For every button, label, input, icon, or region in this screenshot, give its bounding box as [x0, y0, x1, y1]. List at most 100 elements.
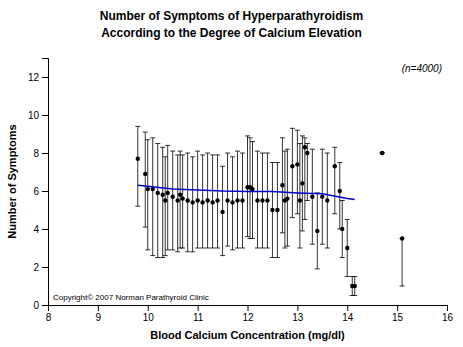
point — [400, 236, 404, 240]
point — [280, 183, 284, 187]
annotation: (n=4000) — [402, 63, 442, 74]
error-bar-cap — [135, 206, 140, 207]
error-bar-cap — [195, 151, 200, 152]
point — [220, 210, 224, 214]
error-bar-cap — [220, 166, 225, 167]
tick: 2 — [33, 262, 48, 273]
error-bar-cap — [143, 227, 148, 228]
error-bar-cap — [150, 255, 155, 256]
error-bar — [225, 153, 230, 246]
error-bar — [210, 155, 215, 248]
error-bar-cap — [340, 257, 345, 258]
tick-label: 10 — [143, 312, 155, 323]
point — [250, 187, 254, 191]
tick-label: 11 — [193, 312, 204, 323]
error-bar — [297, 144, 302, 249]
point — [178, 193, 182, 197]
tick: 13 — [292, 305, 304, 323]
error-bar-cap — [250, 238, 255, 239]
error-bar-cap — [215, 248, 220, 249]
error-bar-cap — [178, 151, 183, 152]
error-bar — [240, 153, 245, 248]
error-bar-cap — [280, 232, 285, 233]
tick-mark — [42, 305, 48, 306]
point — [303, 145, 307, 149]
error-bar — [230, 157, 235, 250]
error-bar-cap — [265, 248, 270, 249]
tick: 0 — [33, 300, 48, 311]
point — [136, 157, 140, 161]
tick: 12 — [242, 305, 254, 323]
tick-mark — [347, 305, 348, 311]
tick-label: 14 — [342, 312, 354, 323]
error-bar-cap — [270, 257, 275, 258]
point — [380, 151, 384, 155]
error-bar-stem — [180, 151, 181, 248]
point — [143, 172, 147, 176]
error-bar-cap — [205, 248, 210, 249]
error-bar-cap — [275, 162, 280, 163]
error-bar-cap — [310, 149, 315, 150]
point — [333, 164, 337, 168]
error-bar-cap — [225, 246, 230, 247]
error-bar — [302, 138, 307, 220]
error-bar — [215, 155, 220, 248]
error-bar — [315, 193, 320, 269]
error-bar-cap — [225, 153, 230, 154]
scatter-series — [135, 126, 404, 295]
point — [260, 198, 264, 202]
error-bar-cap — [175, 251, 180, 252]
error-bar-cap — [245, 135, 250, 136]
error-bar-cap — [240, 248, 245, 249]
error-bar-stem — [167, 145, 168, 250]
tick-label: 13 — [292, 312, 304, 323]
error-bar-cap — [180, 248, 185, 249]
error-bar-cap — [282, 248, 287, 249]
error-bar — [145, 140, 150, 250]
error-bar-cap — [185, 153, 190, 154]
error-bar-stem — [304, 138, 305, 220]
error-bar-cap — [175, 154, 180, 155]
point — [166, 191, 170, 195]
error-bar-cap — [290, 217, 295, 218]
tick-label: 15 — [392, 312, 404, 323]
tick: 4 — [33, 224, 48, 235]
error-bar-cap — [200, 154, 205, 155]
error-bar-cap — [145, 249, 150, 250]
error-bar-cap — [255, 248, 260, 249]
error-bar-cap — [310, 244, 315, 245]
error-bar-cap — [290, 128, 295, 129]
plot-area: 8910111213141516024681012Blood Calcium C… — [6, 59, 453, 342]
error-bar-cap — [143, 132, 148, 133]
error-bar-cap — [190, 251, 195, 252]
error-bar-cap — [285, 246, 290, 247]
error-bar-stem — [147, 140, 148, 250]
error-bar-cap — [295, 213, 300, 214]
tick-mark — [447, 305, 448, 311]
error-bar-cap — [300, 135, 305, 136]
axis-line — [42, 59, 49, 306]
error-bar — [150, 138, 155, 256]
error-bar-cap — [220, 255, 225, 256]
error-bar — [195, 151, 200, 248]
error-bar-cap — [302, 137, 307, 138]
error-bar-cap — [332, 147, 337, 148]
error-bar-cap — [180, 154, 185, 155]
error-bar-cap — [295, 130, 300, 131]
trend-line — [138, 185, 355, 199]
error-bar-cap — [215, 154, 220, 155]
error-bar — [310, 149, 315, 244]
tick-label: 2 — [33, 262, 39, 273]
error-bar-cap — [300, 230, 305, 231]
point — [270, 208, 274, 212]
y-axis-title: Number of Symptoms — [6, 124, 18, 238]
error-bar-cap — [325, 248, 330, 249]
x-axis-title: Blood Calcium Concentration (mg/dl) — [150, 329, 345, 341]
error-bar — [250, 142, 255, 239]
error-bar-cap — [280, 137, 285, 138]
tick: 8 — [46, 305, 52, 323]
error-bar-stem — [339, 163, 340, 230]
error-bar-cap — [195, 248, 200, 249]
error-bar-cap — [165, 249, 170, 250]
error-bar-cap — [337, 162, 342, 163]
